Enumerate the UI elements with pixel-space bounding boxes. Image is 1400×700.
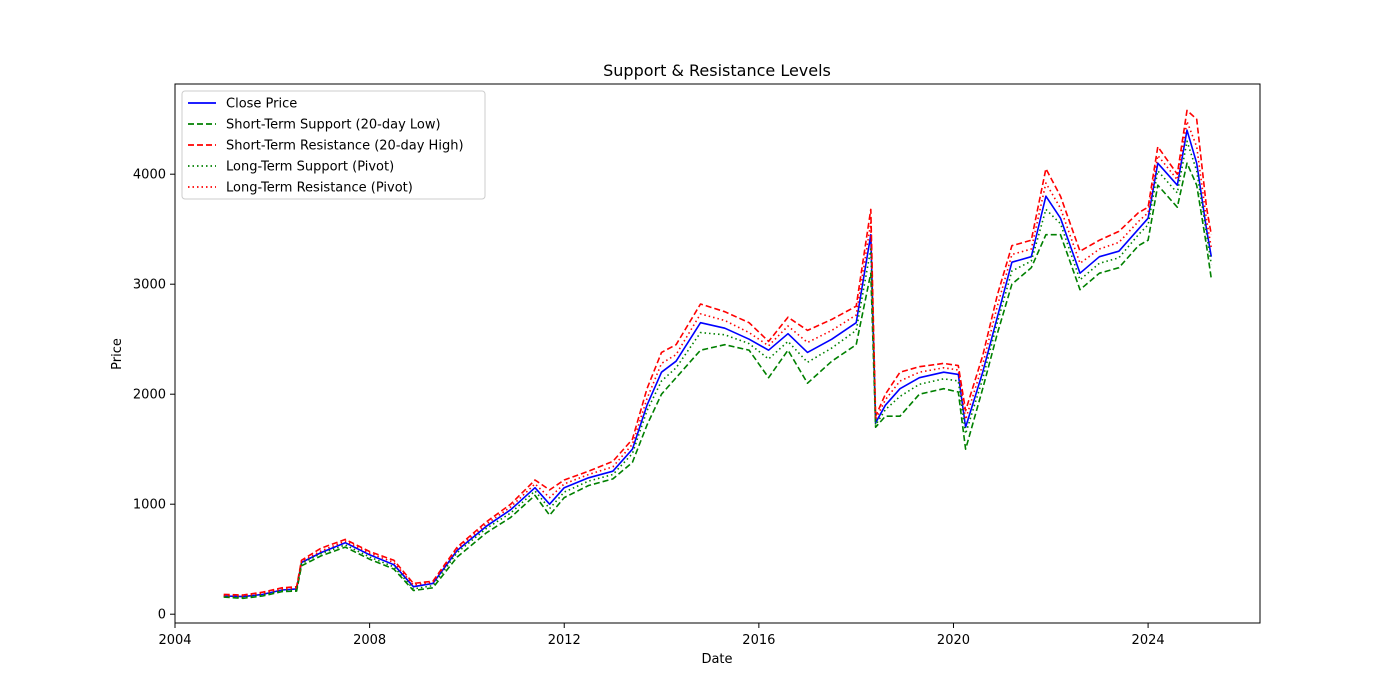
series-layer — [223, 109, 1213, 600]
y-tick-label: 4000 — [133, 168, 166, 183]
plot-frame — [174, 83, 1261, 624]
y-tick-label: 2000 — [133, 388, 166, 403]
legend-box — [181, 90, 486, 200]
series-line-2 — [223, 162, 1213, 600]
series-line-1 — [223, 129, 1213, 598]
x-tick-label: 2020 — [937, 633, 970, 648]
y-tick-label: 0 — [158, 608, 166, 623]
legend-label-5: Long-Term Resistance (Pivot) — [226, 181, 413, 196]
legend: Close Price Short-Term Support (20-day Lo… — [181, 90, 486, 200]
y-tick-label: 1000 — [133, 498, 166, 513]
legend-label-1: Close Price — [226, 97, 297, 112]
chart-title: Support & Resistance Levels — [603, 61, 831, 80]
series-line-3 — [223, 109, 1213, 596]
x-tick-label: 2016 — [742, 633, 775, 648]
y-axis: 0 1000 2000 3000 4000 — [133, 168, 175, 623]
x-tick-label: 2012 — [548, 633, 581, 648]
y-tick-label: 3000 — [133, 278, 166, 293]
x-axis: 2004 2008 2012 2016 2020 2024 — [158, 623, 1165, 648]
x-tick-label: 2008 — [353, 633, 386, 648]
legend-label-3: Short-Term Resistance (20-day High) — [226, 139, 464, 154]
legend-label-2: Short-Term Support (20-day Low) — [226, 118, 441, 133]
x-tick-label: 2024 — [1132, 633, 1165, 648]
legend-label-4: Long-Term Support (Pivot) — [226, 160, 394, 175]
x-axis-label: Date — [701, 652, 732, 667]
series-line-5 — [223, 120, 1213, 597]
x-tick-label: 2004 — [158, 633, 191, 648]
y-axis-label: Price — [110, 338, 125, 370]
